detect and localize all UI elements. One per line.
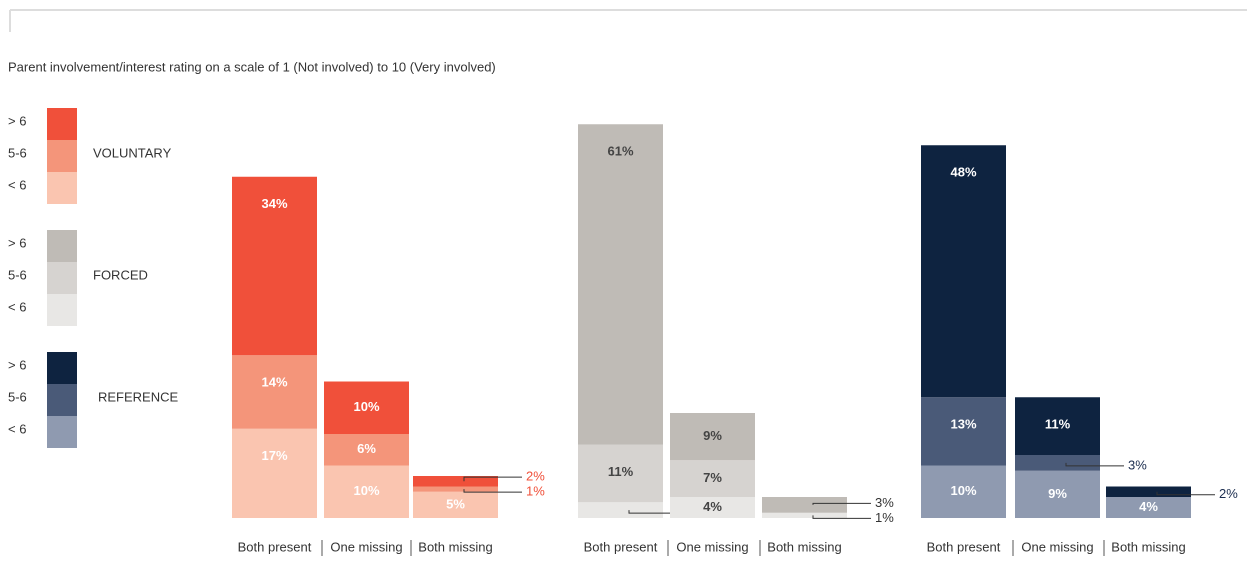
value-label: 48% <box>950 165 976 180</box>
value-label: 10% <box>353 483 379 498</box>
legend-swatch <box>47 172 77 204</box>
value-label: 1% <box>526 484 545 499</box>
value-label: 11% <box>1045 417 1071 432</box>
value-label: 13% <box>950 417 976 432</box>
leader-line <box>1065 462 1124 467</box>
bar-segment <box>413 491 498 518</box>
bar-segment <box>670 460 755 497</box>
group-name: REFERENCE <box>98 389 179 404</box>
bar-segment <box>413 486 498 492</box>
bar-segment <box>762 497 847 513</box>
value-label: 9% <box>1048 486 1067 501</box>
bar-segment <box>232 355 317 429</box>
legend-swatch <box>47 294 77 326</box>
value-label: 4% <box>703 499 722 514</box>
value-label: 14% <box>261 375 287 390</box>
category-label: Both present <box>927 539 1001 554</box>
subtitle: Parent involvement/interest rating on a … <box>8 59 496 74</box>
value-label: 6% <box>357 441 376 456</box>
legend-swatch <box>47 230 77 262</box>
bar-segment <box>578 124 663 445</box>
legend-swatch <box>47 416 77 448</box>
value-label: 10% <box>353 399 379 414</box>
legend-swatch <box>47 352 77 384</box>
value-label: 61% <box>607 144 633 159</box>
bar-segment <box>670 497 755 518</box>
leader-line <box>628 510 687 514</box>
category-label: One missing <box>676 539 748 554</box>
bar-segment <box>324 434 409 466</box>
leader-line <box>812 502 871 505</box>
bar-segment <box>762 512 847 518</box>
leader-line <box>463 476 522 482</box>
category-label: Both missing <box>1111 539 1185 554</box>
value-label: 4% <box>1139 499 1158 514</box>
bar-segment <box>324 465 409 518</box>
bar-segment <box>1015 397 1100 455</box>
bar-segment <box>578 502 663 518</box>
group-name: FORCED <box>93 267 148 282</box>
bar-segment <box>324 381 409 434</box>
bar-segment <box>1015 470 1100 518</box>
bar-segment <box>578 444 663 503</box>
legend-label: 5-6 <box>8 145 27 160</box>
value-label: 9% <box>703 428 722 443</box>
legend-label: < 6 <box>8 177 26 192</box>
legend-label: > 6 <box>8 235 26 250</box>
legend-label: < 6 <box>8 299 26 314</box>
value-label: 34% <box>261 196 287 211</box>
legend-label: > 6 <box>8 357 26 372</box>
bar-segment <box>921 397 1006 466</box>
value-label: 3% <box>1128 457 1147 472</box>
legend-label: < 6 <box>8 421 26 436</box>
value-label: 10% <box>950 483 976 498</box>
value-label: 5% <box>446 496 465 511</box>
bar-segment <box>1106 486 1191 497</box>
legend-swatch <box>47 140 77 172</box>
value-label: 7% <box>703 470 722 485</box>
category-label: Both missing <box>418 539 492 554</box>
value-label: 1% <box>875 510 894 525</box>
bar-segment <box>921 145 1006 398</box>
bar-segment <box>1015 455 1100 471</box>
legend-swatch <box>47 262 77 294</box>
bar-segment <box>232 428 317 518</box>
leader-line <box>812 515 871 519</box>
bar-segment <box>413 476 498 487</box>
legend-label: 5-6 <box>8 267 27 282</box>
bar-segment <box>1106 497 1191 518</box>
category-label: Both missing <box>767 539 841 554</box>
legend-swatch <box>47 384 77 416</box>
category-label: Both present <box>584 539 658 554</box>
category-label: Both present <box>238 539 312 554</box>
value-label: 2% <box>1219 486 1238 501</box>
value-label: 3% <box>875 495 894 510</box>
legend-swatch <box>47 108 77 140</box>
legend-label: > 6 <box>8 113 26 128</box>
value-label: 17% <box>261 448 287 463</box>
bar-segment <box>921 465 1006 518</box>
legend-label: 5-6 <box>8 389 27 404</box>
bar-segment <box>232 176 317 356</box>
value-label: 2% <box>526 469 545 484</box>
category-label: One missing <box>1021 539 1093 554</box>
bar-segment <box>670 413 755 461</box>
value-label: 11% <box>608 464 634 479</box>
group-name: VOLUNTARY <box>93 145 172 160</box>
leader-line <box>463 489 522 493</box>
leader-line <box>1156 491 1215 496</box>
category-label: One missing <box>330 539 402 554</box>
